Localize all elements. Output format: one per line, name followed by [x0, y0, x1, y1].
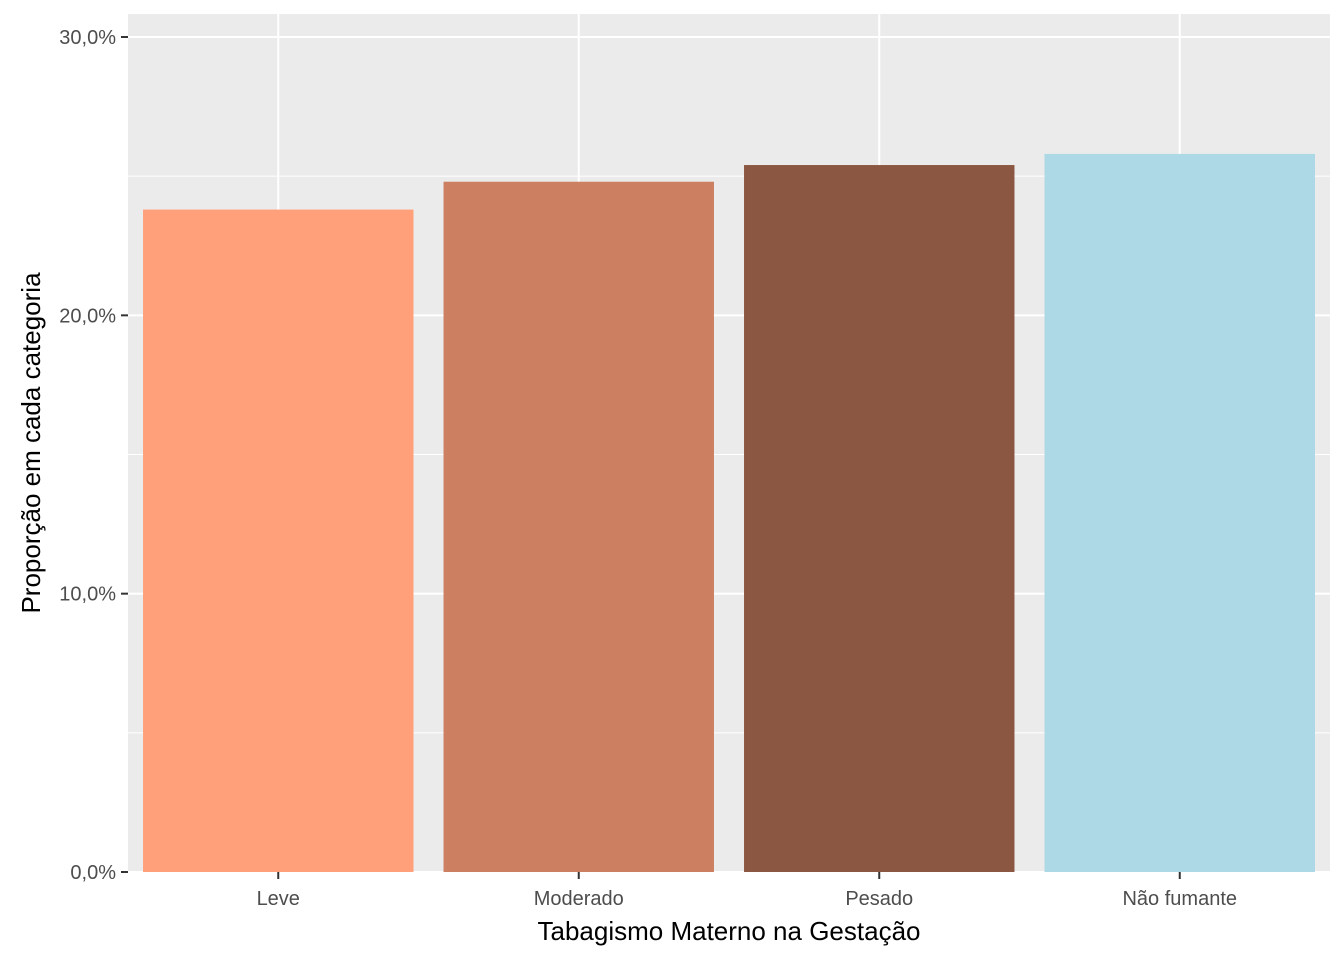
x-tick-label: Não fumante	[1122, 888, 1237, 910]
bar-não-fumante	[1044, 153, 1315, 872]
x-axis: Leve Moderado Pesado Não fumante	[257, 872, 1237, 910]
bar-pesado	[744, 165, 1015, 873]
bar-leve	[143, 209, 414, 873]
y-tick-label: 0,0%	[70, 862, 116, 884]
bars	[143, 153, 1315, 873]
x-tick-label: Pesado	[845, 888, 913, 910]
bar-moderado	[443, 181, 714, 872]
x-tick-label: Leve	[257, 888, 300, 910]
y-tick-label: 10,0%	[59, 584, 116, 606]
y-tick-label: 30,0%	[59, 27, 116, 49]
y-tick-label: 20,0%	[59, 305, 116, 327]
y-axis: 0,0% 10,0% 20,0% 30,0%	[59, 27, 128, 884]
y-axis-title: Proporção em cada categoria	[16, 272, 46, 614]
x-tick-label: Moderado	[534, 888, 624, 910]
x-axis-title: Tabagismo Materno na Gestação	[538, 916, 921, 946]
